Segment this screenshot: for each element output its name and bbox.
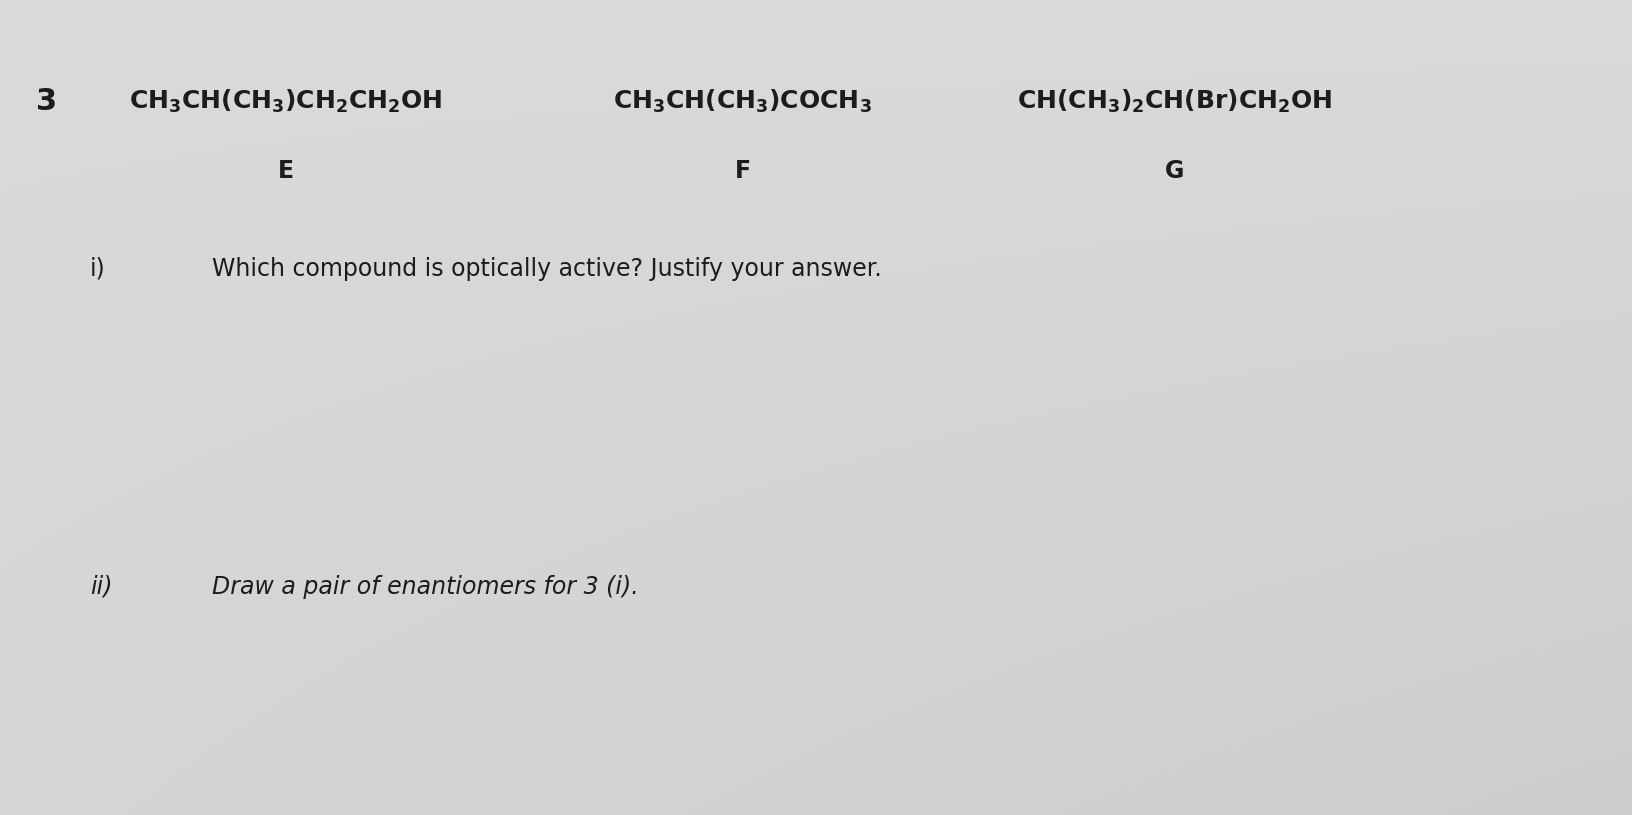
Text: $\mathregular{CH_3CH(CH_3)COCH_3}$: $\mathregular{CH_3CH(CH_3)COCH_3}$ [614, 88, 871, 116]
Text: E: E [277, 159, 294, 183]
Text: Which compound is optically active? Justify your answer.: Which compound is optically active? Just… [212, 257, 881, 281]
Text: $\mathregular{CH(CH_3)_2CH(Br)CH_2OH}$: $\mathregular{CH(CH_3)_2CH(Br)CH_2OH}$ [1017, 88, 1333, 116]
Text: ii): ii) [90, 575, 113, 599]
Text: i): i) [90, 257, 106, 281]
Text: G: G [1165, 159, 1185, 183]
Text: $\mathregular{CH_3CH(CH_3)CH_2CH_2OH}$: $\mathregular{CH_3CH(CH_3)CH_2CH_2OH}$ [129, 88, 442, 116]
Text: F: F [734, 159, 751, 183]
Text: 3: 3 [36, 87, 57, 117]
Text: Draw a pair of enantiomers for 3 (i).: Draw a pair of enantiomers for 3 (i). [212, 575, 638, 599]
